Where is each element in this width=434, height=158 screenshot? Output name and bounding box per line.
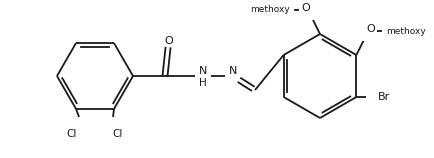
Text: Cl: Cl — [67, 129, 77, 139]
Text: O: O — [164, 36, 173, 46]
Text: O: O — [302, 3, 310, 13]
Text: N: N — [199, 66, 207, 76]
Text: methoxy: methoxy — [387, 27, 426, 36]
Text: Br: Br — [378, 92, 391, 102]
Text: methoxy: methoxy — [250, 6, 290, 15]
Text: Cl: Cl — [113, 129, 123, 139]
Text: O: O — [366, 24, 375, 34]
Text: N: N — [229, 66, 237, 76]
Text: H: H — [199, 78, 207, 88]
